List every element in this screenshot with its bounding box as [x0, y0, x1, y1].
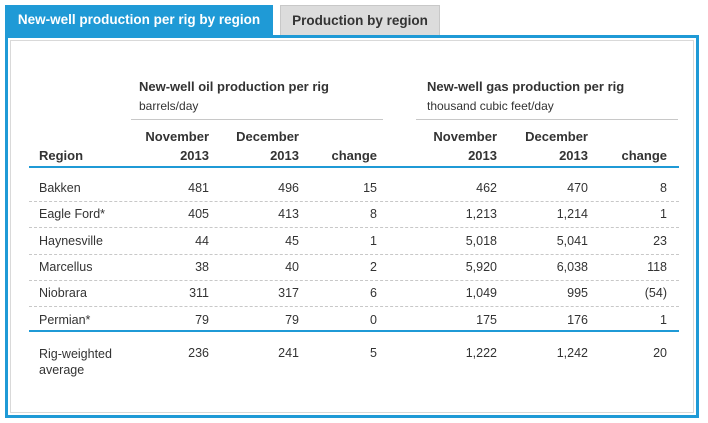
cell-region: Bakken [39, 181, 81, 195]
cell-region: Haynesville [39, 233, 103, 248]
total-gas-december: 1,242 [556, 346, 588, 360]
row-divider [29, 227, 679, 229]
cell-oil-december: 45 [285, 233, 299, 248]
total-gas-november: 1,222 [465, 346, 497, 360]
cell-region: Niobrara [39, 286, 87, 301]
cell-oil-november: 481 [188, 181, 209, 195]
cell-oil-november: 405 [188, 207, 209, 222]
header-divider [29, 166, 679, 168]
total-oil-change: 5 [370, 346, 377, 360]
header-gas-november: November 2013 [433, 129, 497, 163]
cell-oil-change: 15 [363, 181, 377, 195]
cell-oil-december: 79 [285, 312, 299, 327]
gas-group-unit: thousand cubic feet/day [427, 99, 554, 113]
cell-oil-december: 413 [278, 207, 299, 222]
cell-oil-change: 2 [370, 259, 377, 274]
gas-group-title: New-well gas production per rig [427, 79, 625, 94]
cell-gas-december: 5,041 [556, 233, 588, 248]
total-oil-december: 241 [278, 346, 299, 360]
header-oil-december: December 2013 [236, 129, 299, 163]
cell-region: Marcellus [39, 259, 93, 274]
tab-production-by-region[interactable]: Production by region [280, 5, 440, 35]
total-oil-november: 236 [188, 346, 209, 360]
total-region-label: Rig-weighted average [39, 347, 112, 377]
tab-new-well-production-per-rig[interactable]: New-well production per rig by region [5, 5, 273, 35]
cell-gas-november: 5,920 [465, 259, 497, 274]
cell-gas-november: 1,049 [465, 286, 497, 301]
row-divider [29, 253, 679, 255]
tab-panel: New-well oil production per rig barrels/… [5, 35, 699, 418]
cell-gas-change: 118 [647, 259, 667, 274]
cell-gas-december: 470 [567, 181, 588, 195]
cell-region: Eagle Ford* [39, 207, 106, 222]
cell-gas-change: 1 [660, 312, 667, 327]
oil-group-divider [131, 119, 383, 120]
row-divider [29, 279, 679, 281]
cell-gas-december: 6,038 [556, 259, 588, 274]
oil-group-unit: barrels/day [139, 99, 199, 113]
cell-oil-december: 40 [285, 259, 299, 274]
cell-oil-december: 317 [278, 286, 299, 301]
cell-oil-change: 8 [370, 207, 377, 222]
total-divider [29, 330, 679, 332]
cell-oil-change: 0 [370, 312, 377, 327]
cell-gas-change: (54) [644, 286, 667, 301]
header-gas-december: December 2013 [525, 129, 588, 163]
table-container: New-well oil production per rig barrels/… [10, 40, 694, 413]
oil-group-title: New-well oil production per rig [139, 79, 329, 94]
header-oil-change: change [331, 148, 377, 163]
header-gas-change: change [621, 148, 667, 163]
cell-gas-november: 462 [476, 181, 497, 195]
cell-gas-december: 176 [567, 312, 588, 327]
header-region: Region [39, 148, 84, 163]
cell-gas-november: 175 [476, 312, 497, 327]
row-divider [29, 201, 679, 202]
cell-gas-change: 23 [653, 233, 667, 248]
cell-gas-change: 8 [660, 181, 667, 195]
cell-oil-november: 38 [195, 259, 209, 274]
cell-oil-change: 1 [370, 233, 377, 248]
total-gas-change: 20 [653, 346, 667, 360]
row-divider [29, 306, 679, 308]
cell-gas-november: 5,018 [465, 233, 497, 248]
cell-region: Permian* [39, 312, 91, 327]
cell-gas-december: 995 [567, 286, 588, 301]
cell-gas-november: 1,213 [465, 207, 497, 222]
cell-oil-december: 496 [278, 181, 299, 195]
cell-gas-change: 1 [660, 207, 667, 222]
cell-oil-november: 311 [189, 286, 209, 301]
cell-oil-november: 79 [195, 312, 209, 327]
gas-group-divider [416, 119, 678, 120]
cell-gas-december: 1,214 [556, 207, 588, 222]
cell-oil-november: 44 [195, 233, 209, 248]
header-oil-november: November 2013 [145, 129, 209, 163]
cell-oil-change: 6 [370, 286, 377, 301]
